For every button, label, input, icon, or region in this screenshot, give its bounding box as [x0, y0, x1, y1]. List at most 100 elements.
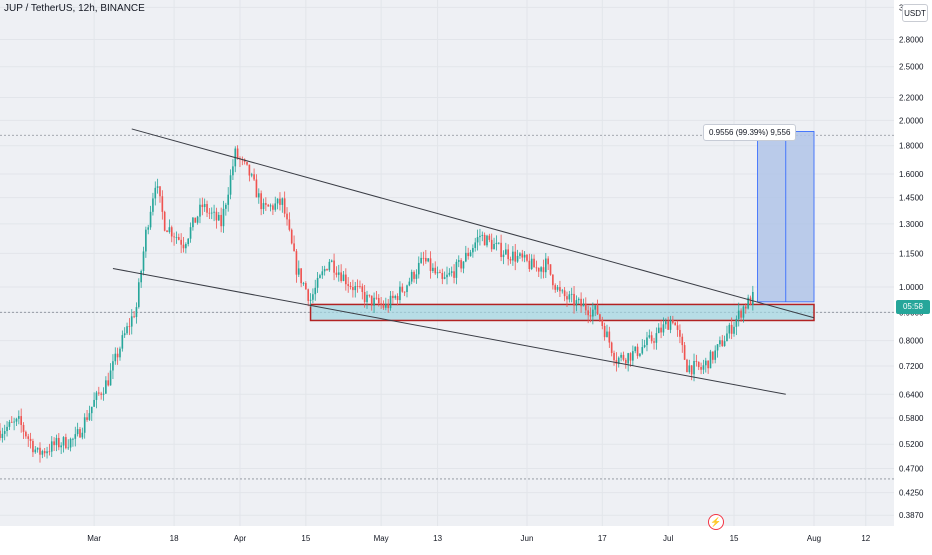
candle-body — [293, 243, 295, 252]
candle-body — [34, 449, 37, 453]
candle — [676, 320, 679, 337]
candle — [606, 324, 608, 338]
candle — [601, 316, 604, 330]
candle-body — [114, 353, 117, 362]
trendlines[interactable] — [112, 128, 815, 395]
candle — [664, 318, 667, 329]
candle — [514, 243, 517, 271]
price-axis[interactable]: 3.20002.80002.50002.20002.00001.80001.60… — [894, 0, 932, 526]
candle-body — [67, 447, 70, 449]
candle-body — [173, 236, 175, 238]
candle — [60, 442, 62, 455]
candle-body — [196, 216, 199, 223]
candle-body — [712, 351, 714, 360]
candle-body — [610, 342, 613, 353]
candle-body — [472, 247, 474, 253]
price-tick-label: 1.3000 — [899, 220, 924, 229]
support-zone[interactable] — [309, 303, 815, 322]
candle-body — [655, 333, 658, 343]
candle — [272, 203, 274, 216]
candle — [516, 249, 519, 263]
candle-body — [17, 416, 20, 419]
candle-body — [533, 258, 535, 268]
candle-body — [664, 321, 667, 325]
candle — [584, 297, 587, 316]
candle-body — [48, 451, 51, 453]
candle-body — [737, 310, 740, 319]
candle-body — [215, 211, 218, 221]
candle — [330, 259, 333, 263]
candle-body — [580, 298, 582, 307]
currency-button[interactable]: USDT — [902, 4, 928, 22]
lightning-icon[interactable]: ⚡ — [708, 514, 724, 530]
candle-body — [314, 287, 317, 295]
candle-body — [50, 441, 53, 452]
time-tick-label: Aug — [807, 534, 821, 543]
candle-body — [156, 186, 159, 188]
candle — [36, 447, 39, 453]
chart-plot-area[interactable] — [0, 0, 894, 526]
candle — [3, 424, 6, 441]
candle — [81, 427, 84, 440]
candle — [552, 274, 554, 290]
candle-body — [349, 285, 352, 288]
candle — [660, 319, 662, 339]
candle-body — [479, 235, 481, 238]
candle-body — [735, 318, 738, 327]
candle-body — [641, 347, 644, 354]
candle-body — [413, 271, 415, 279]
candle-body — [566, 296, 568, 300]
candle-body — [13, 421, 15, 423]
candle — [32, 438, 34, 457]
candle-body — [721, 340, 724, 347]
candle-body — [130, 316, 133, 327]
price-tick-label: 2.8000 — [899, 35, 924, 44]
candle-body — [547, 258, 549, 265]
candle-body — [417, 262, 420, 275]
candle-body — [723, 341, 726, 347]
candle — [752, 285, 754, 311]
candle-body — [429, 258, 432, 271]
candle — [580, 292, 582, 313]
candle — [399, 281, 401, 304]
price-chart[interactable] — [0, 0, 894, 526]
candle-body — [620, 354, 622, 358]
candle — [79, 427, 81, 438]
candle-body — [599, 314, 601, 320]
candle — [429, 251, 432, 279]
candle-body — [60, 445, 62, 448]
price-axis-labels: 3.20002.80002.50002.20002.00001.80001.60… — [899, 3, 924, 520]
candle — [142, 246, 145, 276]
candle-body — [166, 230, 168, 233]
candle-body — [584, 303, 587, 311]
candle-body — [636, 346, 639, 356]
candle — [740, 308, 742, 322]
candle — [116, 347, 119, 365]
candle — [467, 247, 469, 260]
candle — [354, 281, 357, 298]
candle — [512, 246, 514, 266]
candle — [728, 322, 731, 339]
candle — [380, 297, 382, 309]
candle — [283, 191, 286, 218]
candle — [76, 422, 79, 437]
candle — [544, 252, 547, 279]
candle — [222, 200, 225, 233]
candle — [210, 207, 213, 220]
candle-body — [356, 286, 359, 287]
candle-body — [389, 295, 392, 309]
candle — [156, 178, 159, 194]
candle-body — [377, 297, 380, 304]
candle-body — [681, 336, 684, 346]
candle — [262, 198, 265, 215]
candle-body — [354, 286, 357, 291]
candle-body — [540, 267, 542, 272]
time-axis[interactable]: Mar 18 Apr 15 May 13 Jun 17 Jul 15 Aug 12 — [0, 526, 894, 550]
candle-body — [742, 306, 745, 318]
measure-tool[interactable] — [757, 130, 815, 303]
candle — [561, 288, 564, 294]
candle-body — [617, 357, 620, 364]
candle — [253, 168, 255, 181]
candle-body — [704, 360, 707, 366]
candle — [464, 245, 467, 263]
